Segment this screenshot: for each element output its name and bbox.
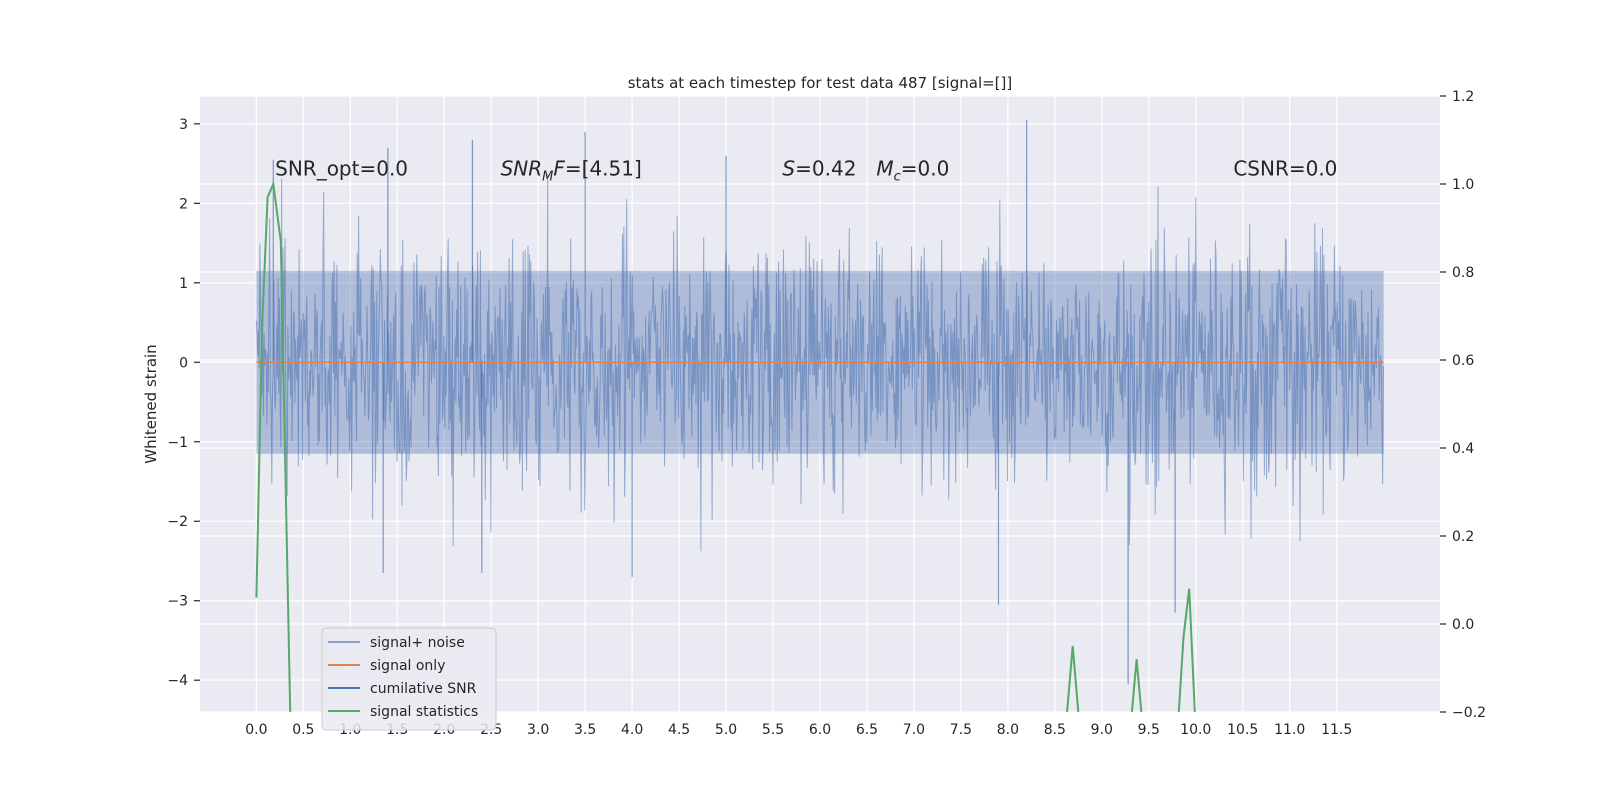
annotation-text: Mc=0.0 [876,156,949,184]
series-layer [255,119,1384,712]
y-tick-label: −1 [167,435,188,451]
y2-tick-label: 1.0 [1452,177,1474,193]
y2-axis: 1.2 1.0 0.8 0.6 0.4 0.2 0.0 −0.2 [1440,89,1486,721]
x-tick-label: 11.5 [1321,722,1352,738]
y2-tick-label: 1.2 [1452,89,1474,105]
annotation-text: SNR_opt=0.0 [275,156,408,180]
y-tick-label: −4 [167,673,188,689]
y-tick-label: 0 [179,355,188,371]
legend-label: cumilative SNR [370,681,477,697]
y-tick-label: 3 [179,117,188,133]
legend-label: signal only [370,658,445,674]
x-tick-label: 0.0 [245,722,267,738]
legend-label: signal statistics [370,704,478,720]
x-tick-label: 6.5 [856,722,878,738]
annotation-text: SNRMF=[4.51] [501,156,642,184]
legend: signal+ noise signal only cumilative SNR si… [321,627,497,731]
y2-tick-label: 0.4 [1452,441,1474,457]
series-signal-statistics [1177,588,1196,712]
x-tick-label: 3.5 [574,722,596,738]
x-tick-label: 5.5 [762,722,784,738]
x-tick-label: 9.5 [1138,722,1160,738]
x-tick-label: 3.0 [527,722,549,738]
y-tick-label: 2 [179,196,188,212]
y2-tick-label: 0.8 [1452,265,1474,281]
x-tick-label: 0.5 [292,722,314,738]
annotation-text: CSNR=0.0 [1233,156,1337,180]
x-tick-label: 9.0 [1091,722,1113,738]
x-tick-label: 10.0 [1180,722,1211,738]
series-signal-noise [255,173,1384,552]
annotations: SNR_opt=0.0 SNRMF=[4.51] S=0.42 Mc=0.0 CSNR=… [275,156,1337,184]
y-tick-label: −2 [167,514,188,530]
x-tick-label: 11.0 [1274,722,1305,738]
x-tick-label: 8.0 [997,722,1019,738]
y-axis: 3 2 1 0 −1 −2 −3 −4 [167,117,200,689]
x-tick-label: 10.5 [1227,722,1258,738]
legend-label: signal+ noise [370,635,465,651]
x-tick-label: 7.0 [903,722,925,738]
chart-title: stats at each timestep for test data 487… [628,74,1013,92]
x-tick-label: 4.5 [668,722,690,738]
series-signal-statistics [255,180,292,712]
y2-tick-label: 0.2 [1452,529,1474,545]
y2-tick-label: 0.6 [1452,353,1474,369]
y-tick-label: −3 [167,594,188,610]
x-tick-label: 7.5 [950,722,972,738]
x-tick-label: 8.5 [1044,722,1066,738]
y-axis-label: Whitened strain [142,344,160,463]
y2-tick-label: 0.0 [1452,617,1474,633]
x-tick-label: 6.0 [809,722,831,738]
legend-box [321,627,497,731]
y-tick-label: 1 [179,276,188,292]
series-signal-statistics [1130,659,1143,712]
annotation-text: S=0.42 [782,156,856,180]
x-tick-label: 4.0 [621,722,643,738]
x-tick-label: 5.0 [715,722,737,738]
y2-tick-label: −0.2 [1452,705,1486,721]
series-signal-statistics [1066,645,1080,712]
